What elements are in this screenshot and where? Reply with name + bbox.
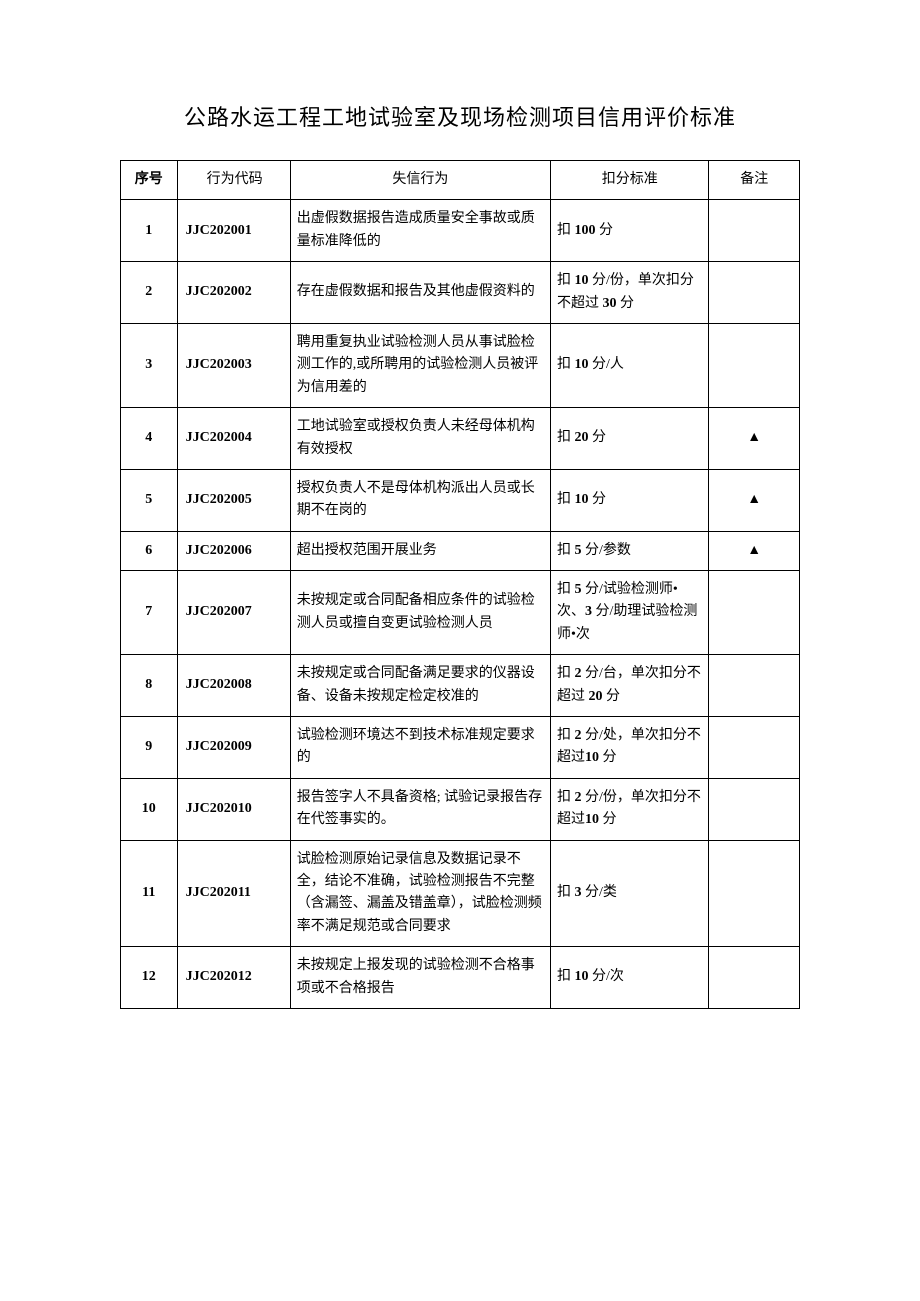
cell-seq: 4 xyxy=(121,408,178,470)
cell-standard: 扣 5 分/参数 xyxy=(551,531,709,570)
table-row: 2JJC202002存在虚假数据和报告及其他虚假资料的扣 10 分/份，单次扣分… xyxy=(121,262,800,324)
cell-behavior: 超出授权范围开展业务 xyxy=(290,531,550,570)
cell-remark xyxy=(709,571,800,655)
cell-code: JJC202003 xyxy=(177,323,290,407)
cell-behavior: 试脸检测原始记录信息及数据记录不全，结论不准确，试验检测报告不完整（含漏签、漏盖… xyxy=(290,840,550,947)
cell-standard: 扣 10 分/人 xyxy=(551,323,709,407)
credit-evaluation-table: 序号 行为代码 失信行为 扣分标准 备注 1JJC202001出虚假数据报告造成… xyxy=(120,160,800,1009)
cell-code: JJC202001 xyxy=(177,200,290,262)
cell-behavior: 未按规定或合同配备满足要求的仪器设备、设备未按规定检定校准的 xyxy=(290,655,550,717)
header-code: 行为代码 xyxy=(177,161,290,200)
cell-behavior: 报告签字人不具备资格; 试验记录报告存在代签事实的。 xyxy=(290,778,550,840)
cell-standard: 扣 10 分/份，单次扣分不超过 30 分 xyxy=(551,262,709,324)
table-header-row: 序号 行为代码 失信行为 扣分标准 备注 xyxy=(121,161,800,200)
cell-standard: 扣 2 分/份，单次扣分不超过10 分 xyxy=(551,778,709,840)
cell-remark: ▲ xyxy=(709,408,800,470)
cell-remark xyxy=(709,655,800,717)
cell-seq: 10 xyxy=(121,778,178,840)
cell-remark xyxy=(709,840,800,947)
table-row: 11JJC202011试脸检测原始记录信息及数据记录不全，结论不准确，试验检测报… xyxy=(121,840,800,947)
cell-seq: 9 xyxy=(121,717,178,779)
cell-code: JJC202010 xyxy=(177,778,290,840)
cell-standard: 扣 10 分/次 xyxy=(551,947,709,1009)
table-row: 4JJC202004工地试验室或授权负责人未经母体机构有效授权扣 20 分▲ xyxy=(121,408,800,470)
cell-standard: 扣 2 分/台，单次扣分不超过 20 分 xyxy=(551,655,709,717)
cell-code: JJC202012 xyxy=(177,947,290,1009)
table-row: 5JJC202005授权负责人不是母体机构派出人员或长期不在岗的扣 10 分▲ xyxy=(121,469,800,531)
cell-seq: 5 xyxy=(121,469,178,531)
cell-code: JJC202004 xyxy=(177,408,290,470)
cell-remark xyxy=(709,778,800,840)
cell-seq: 12 xyxy=(121,947,178,1009)
table-row: 8JJC202008未按规定或合同配备满足要求的仪器设备、设备未按规定检定校准的… xyxy=(121,655,800,717)
cell-code: JJC202005 xyxy=(177,469,290,531)
cell-remark: ▲ xyxy=(709,531,800,570)
header-remark: 备注 xyxy=(709,161,800,200)
header-standard: 扣分标准 xyxy=(551,161,709,200)
header-behavior: 失信行为 xyxy=(290,161,550,200)
cell-behavior: 聘用重复执业试验检测人员从事试脸检测工作的,或所聘用的试验检测人员被评为信用差的 xyxy=(290,323,550,407)
cell-seq: 3 xyxy=(121,323,178,407)
cell-behavior: 未按规定上报发现的试验检测不合格事项或不合格报告 xyxy=(290,947,550,1009)
cell-code: JJC202007 xyxy=(177,571,290,655)
cell-standard: 扣 10 分 xyxy=(551,469,709,531)
cell-remark: ▲ xyxy=(709,469,800,531)
cell-remark xyxy=(709,323,800,407)
cell-remark xyxy=(709,947,800,1009)
table-row: 12JJC202012未按规定上报发现的试验检测不合格事项或不合格报告扣 10 … xyxy=(121,947,800,1009)
cell-behavior: 出虚假数据报告造成质量安全事故或质量标准降低的 xyxy=(290,200,550,262)
cell-code: JJC202006 xyxy=(177,531,290,570)
table-row: 3JJC202003聘用重复执业试验检测人员从事试脸检测工作的,或所聘用的试验检… xyxy=(121,323,800,407)
cell-behavior: 授权负责人不是母体机构派出人员或长期不在岗的 xyxy=(290,469,550,531)
table-row: 10JJC202010报告签字人不具备资格; 试验记录报告存在代签事实的。扣 2… xyxy=(121,778,800,840)
cell-behavior: 存在虚假数据和报告及其他虚假资料的 xyxy=(290,262,550,324)
cell-remark xyxy=(709,200,800,262)
cell-seq: 7 xyxy=(121,571,178,655)
cell-standard: 扣 100 分 xyxy=(551,200,709,262)
cell-seq: 11 xyxy=(121,840,178,947)
table-row: 6JJC202006超出授权范围开展业务扣 5 分/参数▲ xyxy=(121,531,800,570)
cell-seq: 2 xyxy=(121,262,178,324)
table-body: 1JJC202001出虚假数据报告造成质量安全事故或质量标准降低的扣 100 分… xyxy=(121,200,800,1009)
cell-code: JJC202011 xyxy=(177,840,290,947)
cell-standard: 扣 3 分/类 xyxy=(551,840,709,947)
cell-remark xyxy=(709,262,800,324)
table-row: 7JJC202007未按规定或合同配备相应条件的试验检测人员或擅自变更试验检测人… xyxy=(121,571,800,655)
table-row: 1JJC202001出虚假数据报告造成质量安全事故或质量标准降低的扣 100 分 xyxy=(121,200,800,262)
cell-seq: 6 xyxy=(121,531,178,570)
cell-standard: 扣 2 分/处，单次扣分不超过10 分 xyxy=(551,717,709,779)
cell-code: JJC202002 xyxy=(177,262,290,324)
page-title: 公路水运工程工地试验室及现场检测项目信用评价标准 xyxy=(120,100,800,132)
table-row: 9JJC202009试验检测环境达不到技术标准规定要求的扣 2 分/处，单次扣分… xyxy=(121,717,800,779)
cell-behavior: 试验检测环境达不到技术标准规定要求的 xyxy=(290,717,550,779)
cell-code: JJC202009 xyxy=(177,717,290,779)
cell-seq: 8 xyxy=(121,655,178,717)
cell-standard: 扣 5 分/试验检测师•次、3 分/助理试验检测师•次 xyxy=(551,571,709,655)
cell-behavior: 未按规定或合同配备相应条件的试验检测人员或擅自变更试验检测人员 xyxy=(290,571,550,655)
cell-seq: 1 xyxy=(121,200,178,262)
cell-standard: 扣 20 分 xyxy=(551,408,709,470)
cell-behavior: 工地试验室或授权负责人未经母体机构有效授权 xyxy=(290,408,550,470)
cell-remark xyxy=(709,717,800,779)
header-seq: 序号 xyxy=(121,161,178,200)
cell-code: JJC202008 xyxy=(177,655,290,717)
